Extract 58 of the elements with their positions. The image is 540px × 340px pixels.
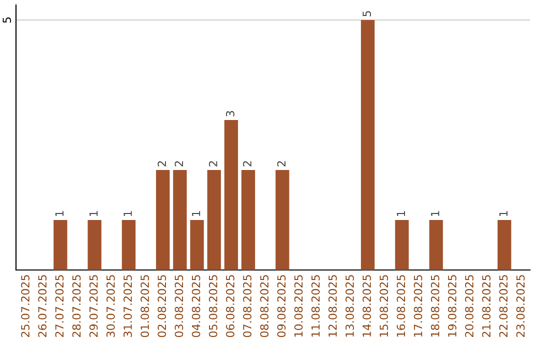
bar xyxy=(207,170,221,270)
x-tick-label: 02.08.2025 xyxy=(158,275,166,338)
data-label: 1 xyxy=(431,211,440,216)
bar xyxy=(276,170,290,270)
x-tick-label: 14.08.2025 xyxy=(362,275,371,337)
data-label: 1 xyxy=(55,211,64,216)
data-label: 1 xyxy=(124,211,132,216)
x-tick-label: 11.08.2025 xyxy=(311,275,320,337)
bar xyxy=(88,220,102,270)
x-tick-label: 21.08.2025 xyxy=(482,275,491,337)
x-tick-label: 19.08.2025 xyxy=(448,275,456,337)
x-tick-label: 10.08.2025 xyxy=(294,275,303,337)
data-label: 5 xyxy=(362,11,371,16)
bar xyxy=(122,220,136,270)
data-label: 1 xyxy=(192,211,200,216)
bar xyxy=(224,120,238,270)
x-tick-label: 13.08.2025 xyxy=(346,275,354,337)
x-tick-label: 04.08.2025 xyxy=(192,275,200,338)
x-tick-label: 20.08.2025 xyxy=(465,275,474,337)
x-tick-label: 29.07.2025 xyxy=(89,275,98,337)
x-tick-label: 09.08.2025 xyxy=(277,275,286,338)
bar xyxy=(241,170,256,270)
x-tick-label: 18.08.2025 xyxy=(430,275,440,337)
x-tick-label: 01.08.2025 xyxy=(140,275,150,338)
bar xyxy=(395,220,409,270)
x-tick-label: 07.08.2025 xyxy=(243,275,252,338)
bar xyxy=(173,170,187,270)
x-tick-label: 25.07.2025 xyxy=(21,275,30,337)
data-label: 1 xyxy=(396,211,405,216)
x-tick-label: 16.08.2025 xyxy=(396,275,406,337)
x-tick-label: 28.07.2025 xyxy=(72,275,81,337)
bar xyxy=(498,220,512,270)
data-label: 1 xyxy=(499,211,508,216)
x-tick-label: 05.08.2025 xyxy=(208,275,218,338)
data-label: 2 xyxy=(277,161,286,166)
data-label: 3 xyxy=(226,111,234,116)
x-tick-label: 06.08.2025 xyxy=(226,275,234,338)
x-tick-label: 31.07.2025 xyxy=(124,275,132,337)
x-tick-label: 08.08.2025 xyxy=(260,275,269,338)
bar xyxy=(156,170,170,270)
x-tick-label: 17.08.2025 xyxy=(414,275,422,337)
data-label: 2 xyxy=(208,161,218,166)
data-label: 1 xyxy=(90,211,98,216)
bar xyxy=(429,220,443,270)
bar xyxy=(54,220,68,270)
x-tick-label: 15.08.2025 xyxy=(380,275,388,337)
x-tick-label: 23.08.2025 xyxy=(516,275,525,337)
bar xyxy=(190,220,204,270)
x-tick-label: 12.08.2025 xyxy=(328,275,337,337)
x-tick-label: 26.07.2025 xyxy=(38,275,47,337)
data-label: 2 xyxy=(174,161,183,166)
x-tick-label: 22.08.2025 xyxy=(499,275,508,337)
data-label: 2 xyxy=(243,161,252,166)
x-tick-label: 30.07.2025 xyxy=(106,275,115,337)
x-tick-label: 03.08.2025 xyxy=(174,275,184,338)
data-label: 2 xyxy=(158,161,166,166)
bar xyxy=(360,20,375,270)
x-tick-label: 27.07.2025 xyxy=(55,275,64,337)
